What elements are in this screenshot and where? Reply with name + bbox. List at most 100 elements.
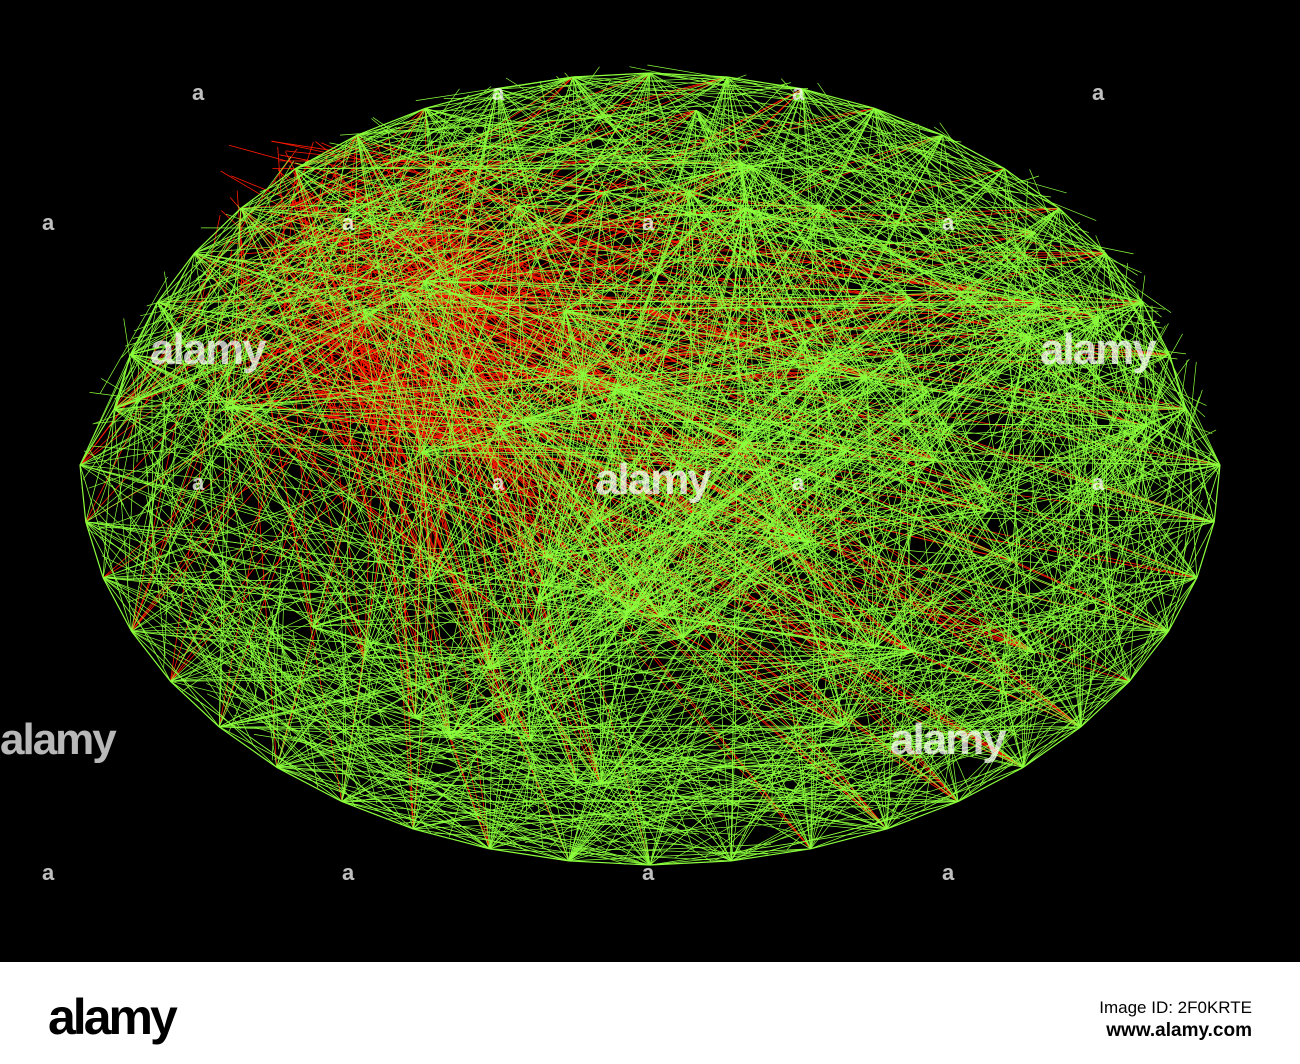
green-edge <box>711 707 875 822</box>
green-edge <box>186 309 372 325</box>
green-edge <box>316 140 347 360</box>
green-edge <box>410 718 523 804</box>
green-edge <box>151 589 429 691</box>
green-edge <box>1016 254 1067 373</box>
green-edge <box>830 182 1042 305</box>
green-edge <box>243 646 354 720</box>
green-edge <box>497 88 547 557</box>
red-edge <box>417 256 1215 523</box>
green-edge <box>113 408 1169 632</box>
green-edge <box>971 642 1150 758</box>
green-edge <box>600 135 698 157</box>
green-edge <box>1002 287 1060 388</box>
green-edge <box>765 174 826 253</box>
green-edge <box>620 756 687 802</box>
green-edge <box>1029 640 1119 675</box>
green-edge <box>1039 522 1167 535</box>
green-edge <box>1084 289 1220 475</box>
green-edge <box>1120 275 1146 460</box>
green-edge <box>601 148 686 192</box>
watermark-mark: a <box>642 860 655 885</box>
green-edge <box>341 470 766 802</box>
green-edge <box>792 175 799 230</box>
green-edge <box>259 122 425 193</box>
green-edge <box>763 167 877 269</box>
green-edge <box>912 408 1187 653</box>
green-edge <box>212 584 344 610</box>
green-edge <box>170 649 559 682</box>
green-edge <box>170 521 1215 682</box>
green-edge <box>165 332 354 505</box>
green-edge <box>278 625 414 740</box>
green-edge <box>649 72 1012 561</box>
green-edge <box>802 88 989 293</box>
green-edge <box>424 755 586 776</box>
green-edge <box>295 241 428 263</box>
green-edge <box>735 743 945 747</box>
green-edge <box>130 134 358 355</box>
green-edge <box>227 670 407 741</box>
green-edge <box>356 135 500 428</box>
green-edge <box>1172 361 1197 591</box>
green-edge <box>271 520 284 761</box>
green-edge <box>998 434 1125 528</box>
green-edge <box>1001 187 1114 350</box>
green-edge <box>341 206 518 802</box>
green-edge <box>136 400 142 463</box>
green-edge <box>223 180 435 281</box>
green-edge <box>142 336 310 509</box>
green-edge <box>900 354 913 652</box>
green-edge <box>412 715 589 814</box>
green-edge <box>130 292 403 355</box>
green-edge <box>1022 486 1171 617</box>
green-edge <box>1012 292 1081 399</box>
green-edge <box>617 795 816 798</box>
green-edge <box>1125 523 1205 563</box>
green-edge <box>524 761 837 843</box>
green-edge <box>804 340 902 355</box>
green-edge <box>565 310 651 866</box>
green-edge <box>225 389 615 408</box>
green-edge <box>572 76 584 376</box>
green-edge <box>1113 585 1132 664</box>
green-edge <box>529 208 747 742</box>
green-edge <box>1023 726 1082 768</box>
green-edge <box>831 354 1147 427</box>
green-edge <box>89 392 177 405</box>
green-edge <box>659 616 888 830</box>
green-edge <box>558 577 1197 651</box>
green-edge <box>253 734 445 765</box>
green-edge <box>614 231 1035 391</box>
green-edge <box>419 113 447 230</box>
green-edge <box>549 737 654 848</box>
green-edge <box>688 190 732 861</box>
green-edge <box>331 201 421 247</box>
green-edge <box>1080 425 1148 727</box>
green-edge <box>1091 334 1095 352</box>
green-edge <box>167 527 286 758</box>
green-edge <box>178 554 328 659</box>
green-edge <box>600 190 690 784</box>
red-edge <box>311 367 545 586</box>
green-edge <box>225 406 756 431</box>
green-edge <box>600 252 1106 784</box>
green-edge <box>930 233 1065 310</box>
hull-edge <box>218 726 278 768</box>
green-edge <box>274 705 617 760</box>
green-edge <box>276 726 1081 768</box>
green-edge <box>1105 253 1169 632</box>
green-edge <box>874 201 939 217</box>
green-edge <box>176 229 324 341</box>
hull-edge <box>1169 354 1215 523</box>
green-edge <box>170 680 577 782</box>
green-edge <box>1080 354 1170 727</box>
green-edge <box>530 703 743 853</box>
green-edge <box>801 143 1089 233</box>
green-edge <box>430 430 756 582</box>
green-edge <box>228 587 288 733</box>
green-edge <box>614 389 1187 410</box>
green-edge <box>745 208 911 300</box>
green-edge <box>793 694 933 702</box>
green-edge <box>220 179 338 388</box>
green-edge <box>134 180 310 381</box>
